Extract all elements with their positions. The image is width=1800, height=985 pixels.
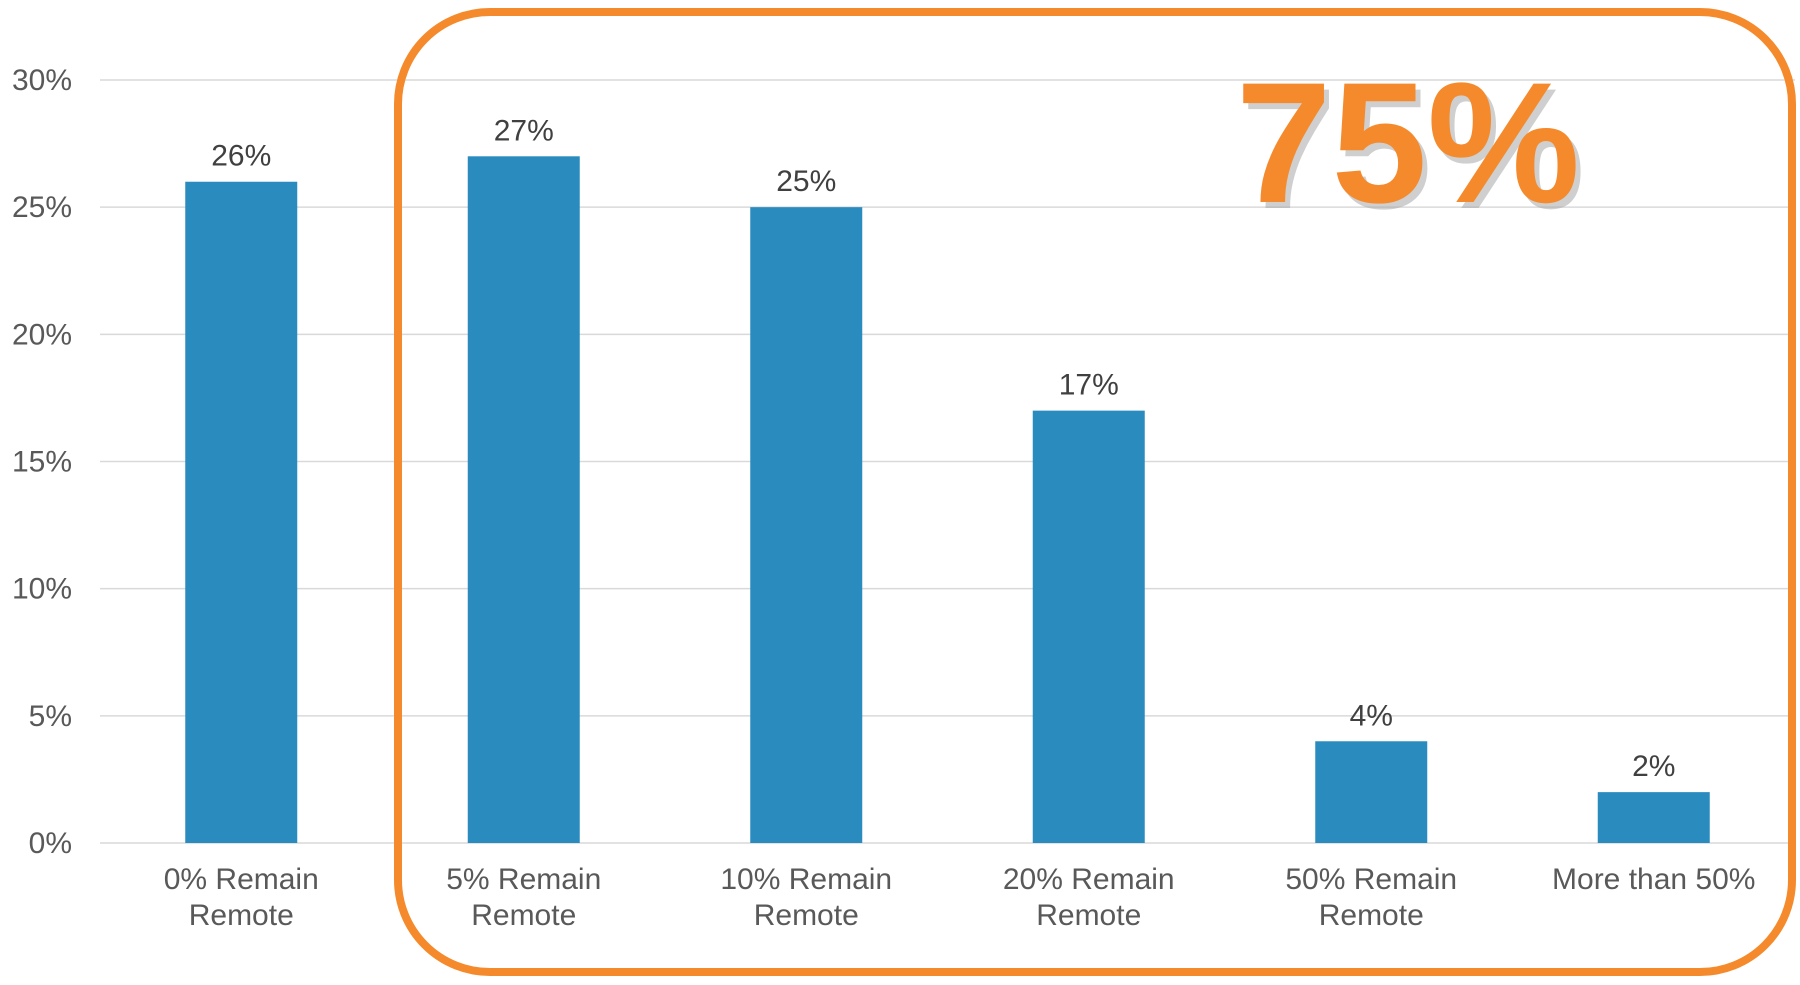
y-tick-label: 0%	[29, 827, 72, 860]
bar	[1315, 741, 1428, 843]
bar	[1032, 410, 1145, 843]
y-tick-label: 10%	[12, 573, 72, 606]
x-tick-label: 50% Remain	[1285, 863, 1457, 896]
y-tick-label: 15%	[12, 446, 72, 479]
x-tick-label: More than 50%	[1552, 863, 1755, 896]
data-label: 27%	[494, 114, 554, 147]
y-tick-label: 30%	[12, 64, 72, 97]
x-tick-label: Remote	[189, 899, 294, 932]
highlight-box	[394, 8, 1796, 976]
x-tick-label: 0% Remain	[164, 863, 319, 896]
x-tick-label: 20% Remain	[1003, 863, 1175, 896]
highlight-group: 75% 75%	[394, 8, 1796, 976]
gridlines	[100, 79, 1795, 844]
y-tick-label: 5%	[29, 700, 72, 733]
x-tick-label: Remote	[754, 899, 859, 932]
data-label: 2%	[1632, 750, 1675, 783]
callout-shadow: 75%	[1241, 53, 1585, 245]
bars	[185, 156, 1710, 844]
data-label: 26%	[211, 140, 271, 173]
y-axis-ticks: 0% 5% 10% 15% 20% 25% 30%	[12, 64, 72, 860]
bar	[1597, 792, 1710, 843]
y-tick-label: 20%	[12, 318, 72, 351]
y-tick-label: 25%	[12, 191, 72, 224]
x-tick-label: 5% Remain	[446, 863, 601, 896]
data-labels: 26% 27% 25% 17% 4% 2%	[211, 114, 1675, 783]
bar	[185, 181, 298, 843]
x-tick-label: 10% Remain	[720, 863, 892, 896]
data-label: 4%	[1350, 699, 1393, 732]
bar	[467, 156, 580, 844]
data-label: 17%	[1059, 369, 1119, 402]
callout-percentage: 75%	[1236, 47, 1580, 239]
x-tick-label: Remote	[1319, 899, 1424, 932]
bar	[750, 207, 863, 843]
x-tick-label: Remote	[471, 899, 576, 932]
x-tick-label: Remote	[1036, 899, 1141, 932]
data-label: 25%	[776, 165, 836, 198]
